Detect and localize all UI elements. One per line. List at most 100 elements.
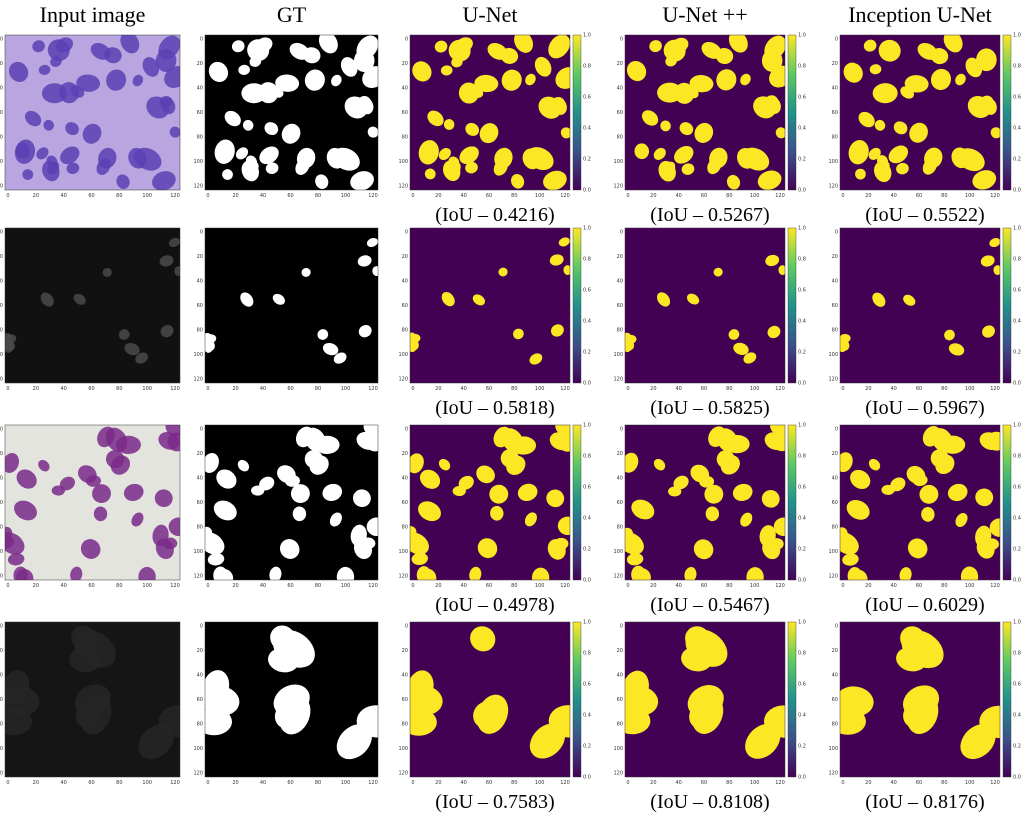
y-tick-label: 40 bbox=[402, 279, 408, 285]
x-tick-label: 100 bbox=[142, 193, 152, 199]
iou-caption: (IoU – 0.6029) bbox=[865, 594, 984, 616]
y-tick-label: 0 bbox=[835, 427, 838, 433]
x-tick-label: 0 bbox=[6, 780, 9, 786]
nucleus bbox=[868, 147, 881, 160]
colorbar-tick-label: 0.4 bbox=[1013, 516, 1021, 522]
y-tick-label: 120 bbox=[0, 771, 3, 777]
x-tick-label: 0 bbox=[626, 583, 629, 589]
colorbar-tick-label: 0.4 bbox=[798, 516, 806, 522]
x-tick-label: 100 bbox=[965, 386, 975, 392]
nucleus bbox=[693, 539, 714, 560]
nucleus bbox=[410, 532, 429, 555]
x-tick-label: 40 bbox=[675, 386, 681, 392]
x-tick-label: 0 bbox=[206, 386, 209, 392]
y-tick-label: 100 bbox=[193, 352, 203, 358]
y-tick-label: 0 bbox=[835, 37, 838, 43]
y-tick-label: 20 bbox=[0, 648, 3, 654]
y-tick-label: 0 bbox=[835, 624, 838, 630]
nucleus bbox=[459, 146, 479, 165]
y-tick-label: 60 bbox=[832, 500, 838, 506]
nucleus bbox=[237, 459, 250, 472]
nucleus bbox=[625, 334, 637, 345]
nucleus bbox=[102, 268, 112, 277]
nucleus bbox=[448, 162, 461, 176]
x-tick-label: 20 bbox=[33, 583, 39, 589]
y-tick-label: 20 bbox=[402, 451, 408, 457]
x-tick-label: 60 bbox=[701, 386, 707, 392]
nucleus bbox=[438, 458, 451, 471]
x-tick-label: 40 bbox=[60, 583, 66, 589]
colorbar-tick-label: 0.0 bbox=[798, 188, 806, 194]
colorbar-tick-label: 0.8 bbox=[798, 257, 806, 263]
image-panel bbox=[5, 35, 180, 190]
colorbar bbox=[572, 227, 582, 384]
y-tick-label: 20 bbox=[832, 648, 838, 654]
image-panel bbox=[625, 228, 785, 383]
colorbar-tick-label: 1.0 bbox=[583, 620, 591, 626]
y-tick-label: 20 bbox=[402, 61, 408, 67]
nucleus bbox=[208, 61, 229, 83]
y-tick-label: 60 bbox=[617, 303, 623, 309]
colorbar-tick-label: 0.6 bbox=[583, 682, 591, 688]
nucleus bbox=[724, 434, 750, 454]
nucleus bbox=[649, 40, 662, 53]
y-tick-label: 0 bbox=[620, 624, 623, 630]
nucleus bbox=[362, 66, 378, 88]
nucleus bbox=[451, 56, 463, 68]
y-tick-label: 80 bbox=[402, 722, 408, 728]
nucleus bbox=[60, 146, 80, 165]
y-tick-label: 80 bbox=[402, 328, 408, 334]
x-tick-label: 100 bbox=[750, 386, 760, 392]
x-tick-label: 20 bbox=[435, 193, 441, 199]
y-tick-label: 40 bbox=[0, 476, 3, 482]
nucleus bbox=[155, 538, 174, 560]
nucleus bbox=[728, 329, 740, 340]
nucleus bbox=[71, 625, 97, 651]
x-tick-label: 100 bbox=[535, 583, 545, 589]
x-tick-label: 100 bbox=[965, 193, 975, 199]
nucleus bbox=[732, 483, 753, 502]
nucleus bbox=[434, 40, 448, 53]
nucleus bbox=[762, 538, 781, 560]
nucleus bbox=[235, 147, 249, 160]
panel-frame bbox=[204, 621, 379, 778]
nucleus bbox=[673, 475, 689, 490]
panel-frame bbox=[839, 621, 1001, 778]
nucleus bbox=[848, 140, 869, 165]
y-tick-label: 60 bbox=[197, 303, 203, 309]
x-tick-label: 20 bbox=[232, 780, 238, 786]
x-tick-label: 120 bbox=[368, 780, 378, 786]
nucleus bbox=[135, 352, 149, 364]
nucleus bbox=[477, 538, 498, 559]
y-tick-label: 120 bbox=[193, 184, 203, 190]
y-tick-label: 120 bbox=[828, 377, 838, 383]
x-tick-label: 120 bbox=[170, 386, 180, 392]
x-tick-label: 20 bbox=[435, 386, 441, 392]
colorbar-tick-label: 1.0 bbox=[798, 33, 806, 39]
x-tick-label: 40 bbox=[675, 583, 681, 589]
nucleus bbox=[97, 426, 115, 448]
panel-frame bbox=[624, 621, 786, 778]
y-tick-label: 20 bbox=[197, 254, 203, 260]
y-tick-label: 60 bbox=[832, 303, 838, 309]
colorbar-tick-label: 0.2 bbox=[798, 350, 806, 356]
nucleus bbox=[285, 475, 300, 487]
y-tick-label: 100 bbox=[828, 746, 838, 752]
nucleus bbox=[888, 145, 909, 164]
y-tick-label: 60 bbox=[402, 500, 408, 506]
nucleus bbox=[213, 500, 237, 521]
colorbar-tick-label: 1.0 bbox=[798, 620, 806, 626]
nucleus bbox=[840, 686, 874, 717]
nucleus bbox=[350, 171, 374, 190]
y-tick-label: 40 bbox=[402, 86, 408, 92]
colorbar-tick-label: 0.0 bbox=[583, 188, 591, 194]
nucleus bbox=[469, 566, 482, 580]
nucleus bbox=[38, 459, 50, 472]
y-tick-label: 20 bbox=[0, 451, 3, 457]
nucleus bbox=[272, 293, 285, 305]
nucleus bbox=[720, 455, 740, 475]
nucleus bbox=[990, 127, 1000, 139]
nucleus bbox=[907, 538, 928, 559]
x-tick-label: 120 bbox=[990, 583, 1000, 589]
colorbar-tick-label: 0.0 bbox=[583, 578, 591, 584]
